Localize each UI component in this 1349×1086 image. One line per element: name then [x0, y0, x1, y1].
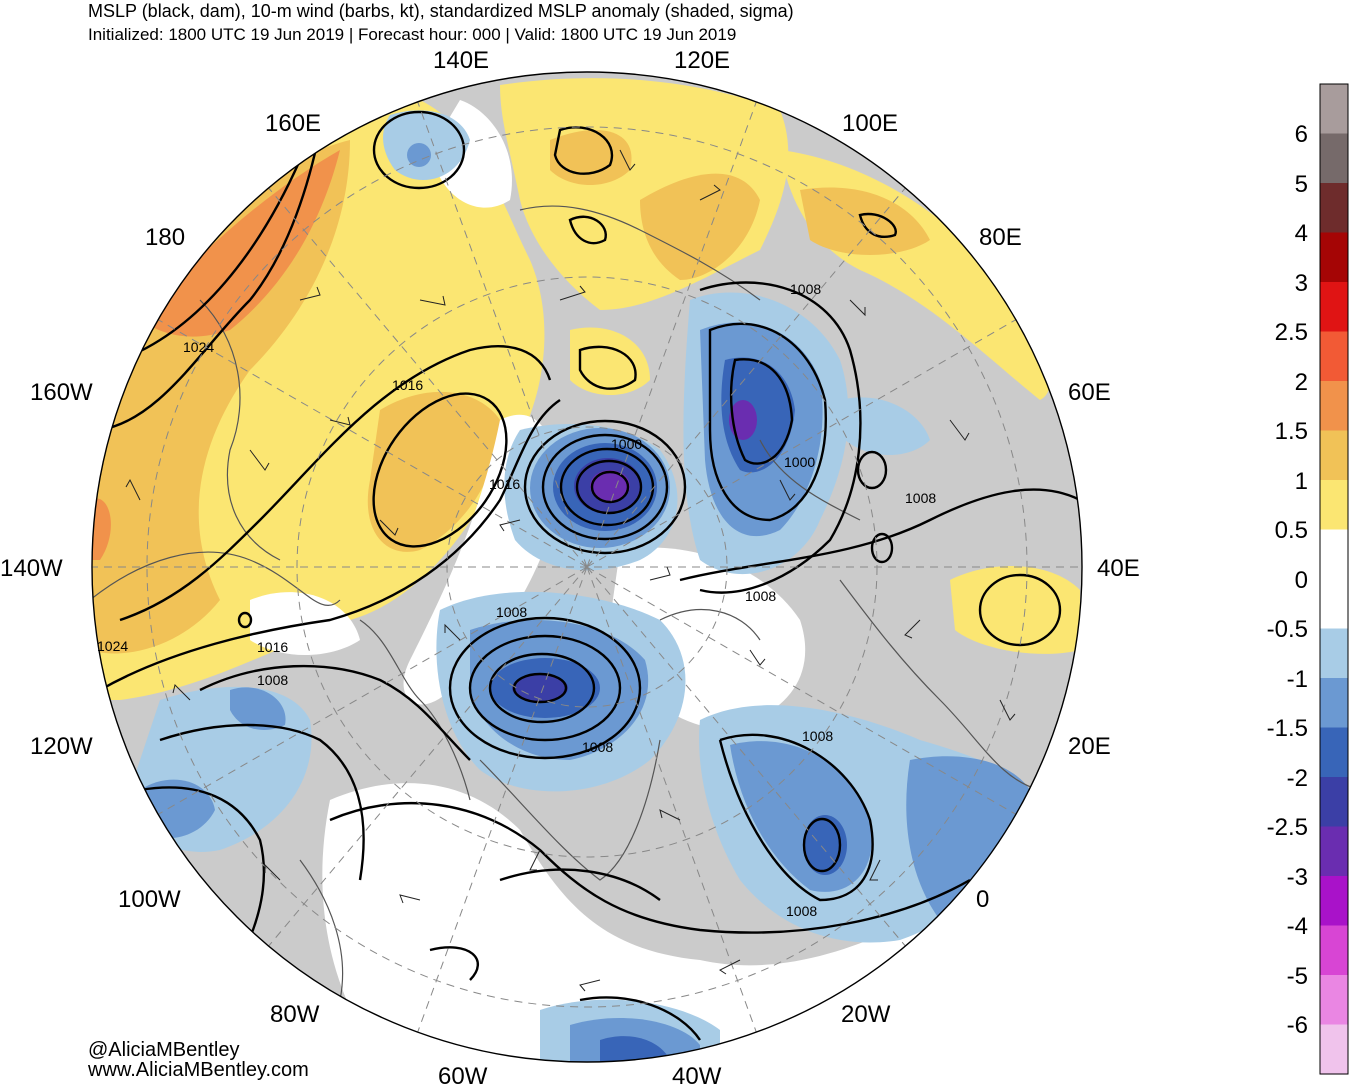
colorbar-label: 2 [1295, 369, 1308, 396]
contour-label: 1016 [489, 476, 520, 492]
coastlines [92, 205, 1041, 1001]
lon-label-0: 0 [976, 886, 989, 913]
colorbar-label: 0 [1295, 567, 1308, 594]
contour-labels: 1008 1024 1016 1000 1016 1000 1008 1008 … [97, 281, 936, 919]
wind-barbs [125, 149, 1016, 992]
graticule [92, 99, 1082, 1035]
contour-label: 1008 [905, 490, 936, 506]
lon-label-100e: 100E [842, 110, 898, 137]
map-boundary [91, 71, 1083, 1063]
colorbar-label: 0.5 [1275, 517, 1308, 544]
colorbar-swatch [1320, 727, 1348, 778]
lon-label-140e: 140E [433, 47, 489, 74]
colorbar-label: -5 [1287, 963, 1308, 990]
colorbar-swatch [1320, 183, 1348, 234]
colorbar: 6 5 4 3 2.5 2 1.5 1 0.5 0 -0.5 -1 -1.5 -… [1267, 83, 1349, 1075]
colorbar-swatch [1320, 331, 1348, 382]
colorbar-swatch [1320, 579, 1348, 630]
colorbar-swatch [1320, 876, 1348, 927]
colorbar-swatch [1320, 282, 1348, 333]
contour-label: 1024 [97, 638, 128, 654]
credit-handle: @AliciaMBentley [88, 1039, 240, 1061]
cold-anomaly-regions [130, 110, 1030, 1062]
contour-label: 1000 [611, 436, 642, 452]
lon-label-140w: 140W [0, 555, 63, 582]
colorbar-swatch [1320, 678, 1348, 729]
contour-label: 1008 [790, 281, 821, 297]
colorbar-swatch [1320, 381, 1348, 432]
colorbar-label: 1.5 [1275, 418, 1308, 445]
lon-label-20w: 20W [841, 1001, 891, 1028]
colorbar-labels: 6 5 4 3 2.5 2 1.5 1 0.5 0 -0.5 -1 -1.5 -… [1267, 121, 1308, 1039]
colorbar-label: 3 [1295, 270, 1308, 297]
lon-label-80e: 80E [979, 224, 1022, 251]
colorbar-label: -1 [1287, 666, 1308, 693]
colorbar-swatches [1320, 84, 1348, 1075]
colorbar-swatch [1320, 480, 1348, 531]
lon-label-80w: 80W [270, 1001, 320, 1028]
colorbar-label: 4 [1295, 220, 1308, 247]
colorbar-label: 1 [1295, 468, 1308, 495]
contour-label: 1008 [802, 728, 833, 744]
lon-label-40w: 40W [672, 1063, 722, 1086]
colorbar-swatch [1320, 84, 1348, 135]
colorbar-swatch [1320, 529, 1348, 580]
contour-label: 1000 [784, 454, 815, 470]
colorbar-swatch [1320, 777, 1348, 828]
colorbar-swatch [1320, 1024, 1348, 1075]
colorbar-label: -0.5 [1267, 616, 1308, 643]
colorbar-label: 5 [1295, 171, 1308, 198]
colorbar-swatch [1320, 628, 1348, 679]
colorbar-swatch [1320, 826, 1348, 877]
contour-label: 1024 [183, 339, 214, 355]
contour-label: 1008 [257, 672, 288, 688]
lon-label-180: 180 [145, 224, 185, 251]
colorbar-label: 6 [1295, 121, 1308, 148]
lon-label-40e: 40E [1097, 555, 1140, 582]
map-title: MSLP (black, dam), 10-m wind (barbs, kt)… [88, 1, 794, 21]
colorbar-swatch [1320, 430, 1348, 481]
lon-label-60e: 60E [1068, 379, 1111, 406]
colorbar-swatch [1320, 232, 1348, 283]
longitude-labels: 140E 120E 160E 100E 180 80E 160W 60E 140… [0, 47, 1140, 1086]
credit-website[interactable]: www.AliciaMBentley.com [88, 1059, 309, 1081]
contour-label: 1016 [392, 377, 423, 393]
map-disc [92, 72, 1082, 1062]
colorbar-label: -2 [1287, 765, 1308, 792]
lon-label-120e: 120E [674, 47, 730, 74]
lon-label-120w: 120W [30, 733, 93, 760]
lon-label-160e: 160E [265, 110, 321, 137]
lon-label-160w: 160W [30, 379, 93, 406]
colorbar-swatch [1320, 133, 1348, 184]
lon-label-100w: 100W [118, 886, 181, 913]
colorbar-label: -3 [1287, 864, 1308, 891]
colorbar-label: -1.5 [1267, 715, 1308, 742]
colorbar-label: -2.5 [1267, 814, 1308, 841]
colorbar-swatch [1320, 975, 1348, 1026]
colorbar-label: -4 [1287, 913, 1308, 940]
map-subtitle: Initialized: 1800 UTC 19 Jun 2019 | Fore… [88, 25, 737, 44]
contour-label: 1008 [496, 604, 527, 620]
lon-label-60w: 60W [438, 1063, 488, 1086]
contour-label: 1016 [257, 639, 288, 655]
lon-label-20e: 20E [1068, 733, 1111, 760]
contour-label: 1008 [582, 739, 613, 755]
contour-label: 1008 [745, 588, 776, 604]
colorbar-swatch [1320, 925, 1348, 976]
colorbar-label: -6 [1287, 1012, 1308, 1039]
contour-label: 1008 [786, 903, 817, 919]
colorbar-label: 2.5 [1275, 319, 1308, 346]
